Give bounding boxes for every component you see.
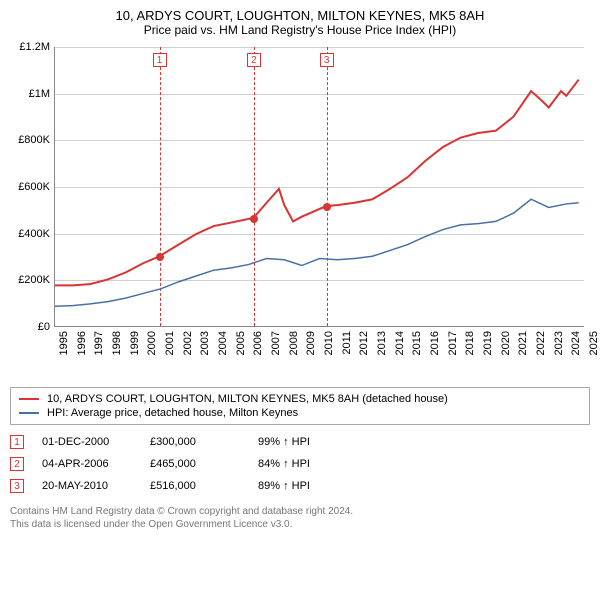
plot-area: 1 2 3 [54,47,584,327]
event-price: £516,000 [150,480,240,492]
sale-point [156,253,164,261]
attribution-line1: Contains HM Land Registry data © Crown c… [10,505,590,518]
series-hpi [55,199,579,306]
sale-marker-box: 2 [247,53,261,67]
legend-label: HPI: Average price, detached house, Milt… [47,407,298,419]
chart-container: 10, ARDYS COURT, LOUGHTON, MILTON KEYNES… [0,0,600,537]
x-tick-label: 2000 [146,331,158,371]
y-tick-label: £200K [10,274,50,286]
event-date: 01-DEC-2000 [42,436,132,448]
x-tick-label: 2013 [376,331,388,371]
legend-swatch [19,398,39,400]
legend: 10, ARDYS COURT, LOUGHTON, MILTON KEYNES… [10,387,590,425]
x-tick-label: 2021 [517,331,529,371]
chart-lines [55,47,584,326]
x-tick-label: 2019 [482,331,494,371]
y-tick-label: £1.2M [10,41,50,53]
sale-marker-box: 1 [153,53,167,67]
event-date: 20-MAY-2010 [42,480,132,492]
y-tick-label: £0 [10,321,50,333]
x-tick-label: 2005 [235,331,247,371]
chart-title: 10, ARDYS COURT, LOUGHTON, MILTON KEYNES… [10,8,590,23]
event-row: 3 20-MAY-2010 £516,000 89% ↑ HPI [10,475,590,497]
event-delta: 99% ↑ HPI [258,436,348,448]
x-tick-label: 2022 [535,331,547,371]
x-tick-label: 2009 [305,331,317,371]
series-property [55,80,579,286]
y-tick-label: £400K [10,228,50,240]
x-tick-label: 1998 [111,331,123,371]
x-tick-label: 2014 [394,331,406,371]
x-tick-label: 2015 [411,331,423,371]
sale-marker-box: 3 [320,53,334,67]
x-tick-label: 2024 [570,331,582,371]
x-tick-label: 2016 [429,331,441,371]
x-tick-label: 2007 [270,331,282,371]
legend-swatch [19,412,39,414]
event-marker-icon: 3 [10,479,24,493]
x-tick-label: 2017 [447,331,459,371]
x-tick-label: 2012 [358,331,370,371]
x-tick-label: 2004 [217,331,229,371]
event-delta: 84% ↑ HPI [258,458,348,470]
event-date: 04-APR-2006 [42,458,132,470]
x-tick-label: 1995 [58,331,70,371]
x-tick-label: 2018 [464,331,476,371]
chart-area: £0 £200K £400K £600K £800K £1M £1.2M 1 2 3 1995 1… [10,43,590,383]
y-tick-label: £600K [10,181,50,193]
sale-point [323,203,331,211]
attribution: Contains HM Land Registry data © Crown c… [10,505,590,531]
event-marker-icon: 2 [10,457,24,471]
x-tick-label: 2011 [341,331,353,371]
x-tick-label: 2020 [500,331,512,371]
x-tick-label: 2025 [588,331,600,371]
event-price: £465,000 [150,458,240,470]
legend-row: 10, ARDYS COURT, LOUGHTON, MILTON KEYNES… [19,392,581,406]
x-tick-label: 2003 [199,331,211,371]
x-tick-label: 2002 [182,331,194,371]
x-tick-label: 1999 [129,331,141,371]
event-marker-icon: 1 [10,435,24,449]
event-row: 2 04-APR-2006 £465,000 84% ↑ HPI [10,453,590,475]
x-tick-label: 2023 [553,331,565,371]
event-delta: 89% ↑ HPI [258,480,348,492]
sale-point [250,215,258,223]
legend-label: 10, ARDYS COURT, LOUGHTON, MILTON KEYNES… [47,393,448,405]
events-table: 1 01-DEC-2000 £300,000 99% ↑ HPI 2 04-APR-200… [10,431,590,497]
chart-subtitle: Price paid vs. HM Land Registry's House … [10,23,590,37]
event-price: £300,000 [150,436,240,448]
y-tick-label: £1M [10,88,50,100]
x-tick-label: 2001 [164,331,176,371]
y-tick-label: £800K [10,134,50,146]
attribution-line2: This data is licensed under the Open Gov… [10,518,590,531]
x-tick-label: 1997 [93,331,105,371]
x-tick-label: 2006 [252,331,264,371]
x-tick-label: 2008 [288,331,300,371]
legend-row: HPI: Average price, detached house, Milt… [19,406,581,420]
x-tick-label: 1996 [76,331,88,371]
event-row: 1 01-DEC-2000 £300,000 99% ↑ HPI [10,431,590,453]
x-tick-label: 2010 [323,331,335,371]
